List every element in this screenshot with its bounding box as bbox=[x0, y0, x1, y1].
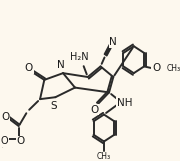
Text: H₂N: H₂N bbox=[70, 52, 89, 62]
Text: O: O bbox=[25, 63, 33, 73]
Text: O: O bbox=[0, 137, 8, 147]
Text: O: O bbox=[1, 112, 9, 122]
Text: CH₃: CH₃ bbox=[167, 64, 180, 73]
Text: N: N bbox=[109, 37, 117, 47]
Text: O: O bbox=[91, 105, 99, 115]
Text: O: O bbox=[16, 137, 25, 147]
Text: N: N bbox=[57, 60, 65, 71]
Text: NH: NH bbox=[117, 98, 132, 108]
Text: S: S bbox=[50, 101, 57, 111]
Text: CH₃: CH₃ bbox=[97, 152, 111, 161]
Text: O: O bbox=[152, 63, 160, 73]
